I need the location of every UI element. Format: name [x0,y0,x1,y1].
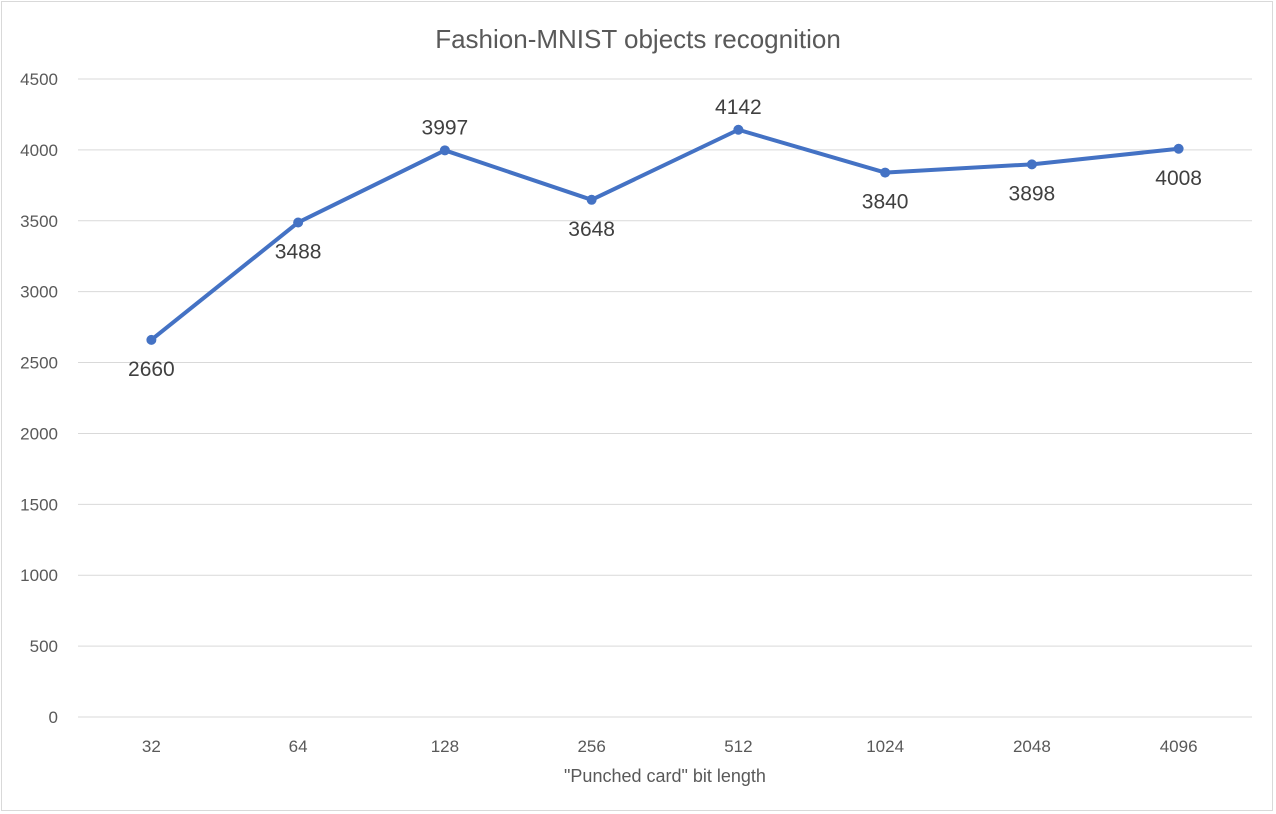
y-tick-label: 3000 [20,283,58,302]
y-tick-label: 0 [49,708,58,727]
series-group [146,124,1184,345]
data-label: 4008 [1155,167,1202,190]
y-axis-tick-labels: 0 500 1000 1500 2000 2500 3000 3500 4000 4500 [20,70,58,727]
data-point-marker [733,124,744,135]
y-tick-label: 1000 [20,566,58,585]
x-tick-label: 1024 [866,737,904,756]
x-tick-label: 256 [577,737,605,756]
x-tick-label: 128 [431,737,459,756]
gridlines [78,78,1252,718]
y-tick-label: 4000 [20,141,58,160]
data-label: 3898 [1009,182,1056,205]
y-tick-label: 4500 [20,70,58,89]
x-tick-label: 4096 [1160,737,1198,756]
data-label: 3648 [568,218,615,241]
x-axis-title: "Punched card" bit length [564,766,766,786]
x-tick-label: 2048 [1013,737,1051,756]
data-labels: 2660 3488 3997 3648 4142 3840 3898 4008 [128,96,1202,381]
data-point-marker [586,194,597,205]
y-tick-label: 500 [30,637,58,656]
y-tick-label: 1500 [20,495,58,514]
data-label: 2660 [128,358,175,381]
data-point-marker [1026,159,1037,170]
data-point-marker [1173,143,1184,154]
x-tick-label: 512 [724,737,752,756]
data-point-marker [880,167,891,178]
y-tick-label: 2500 [20,354,58,373]
data-point-marker [439,145,450,156]
data-point-marker [146,334,157,345]
series-line [149,127,1181,342]
x-tick-label: 32 [142,737,161,756]
x-axis-tick-labels: 32 64 128 256 512 1024 2048 4096 [142,737,1198,756]
data-point-marker [293,217,304,228]
y-tick-label: 3500 [20,212,58,231]
data-label: 3488 [275,240,322,263]
x-tick-label: 64 [289,737,308,756]
chart-title: Fashion-MNIST objects recognition [435,24,841,54]
data-label: 3840 [862,191,909,214]
data-label: 3997 [422,116,469,139]
data-label: 4142 [715,96,762,119]
y-tick-label: 2000 [20,424,58,443]
